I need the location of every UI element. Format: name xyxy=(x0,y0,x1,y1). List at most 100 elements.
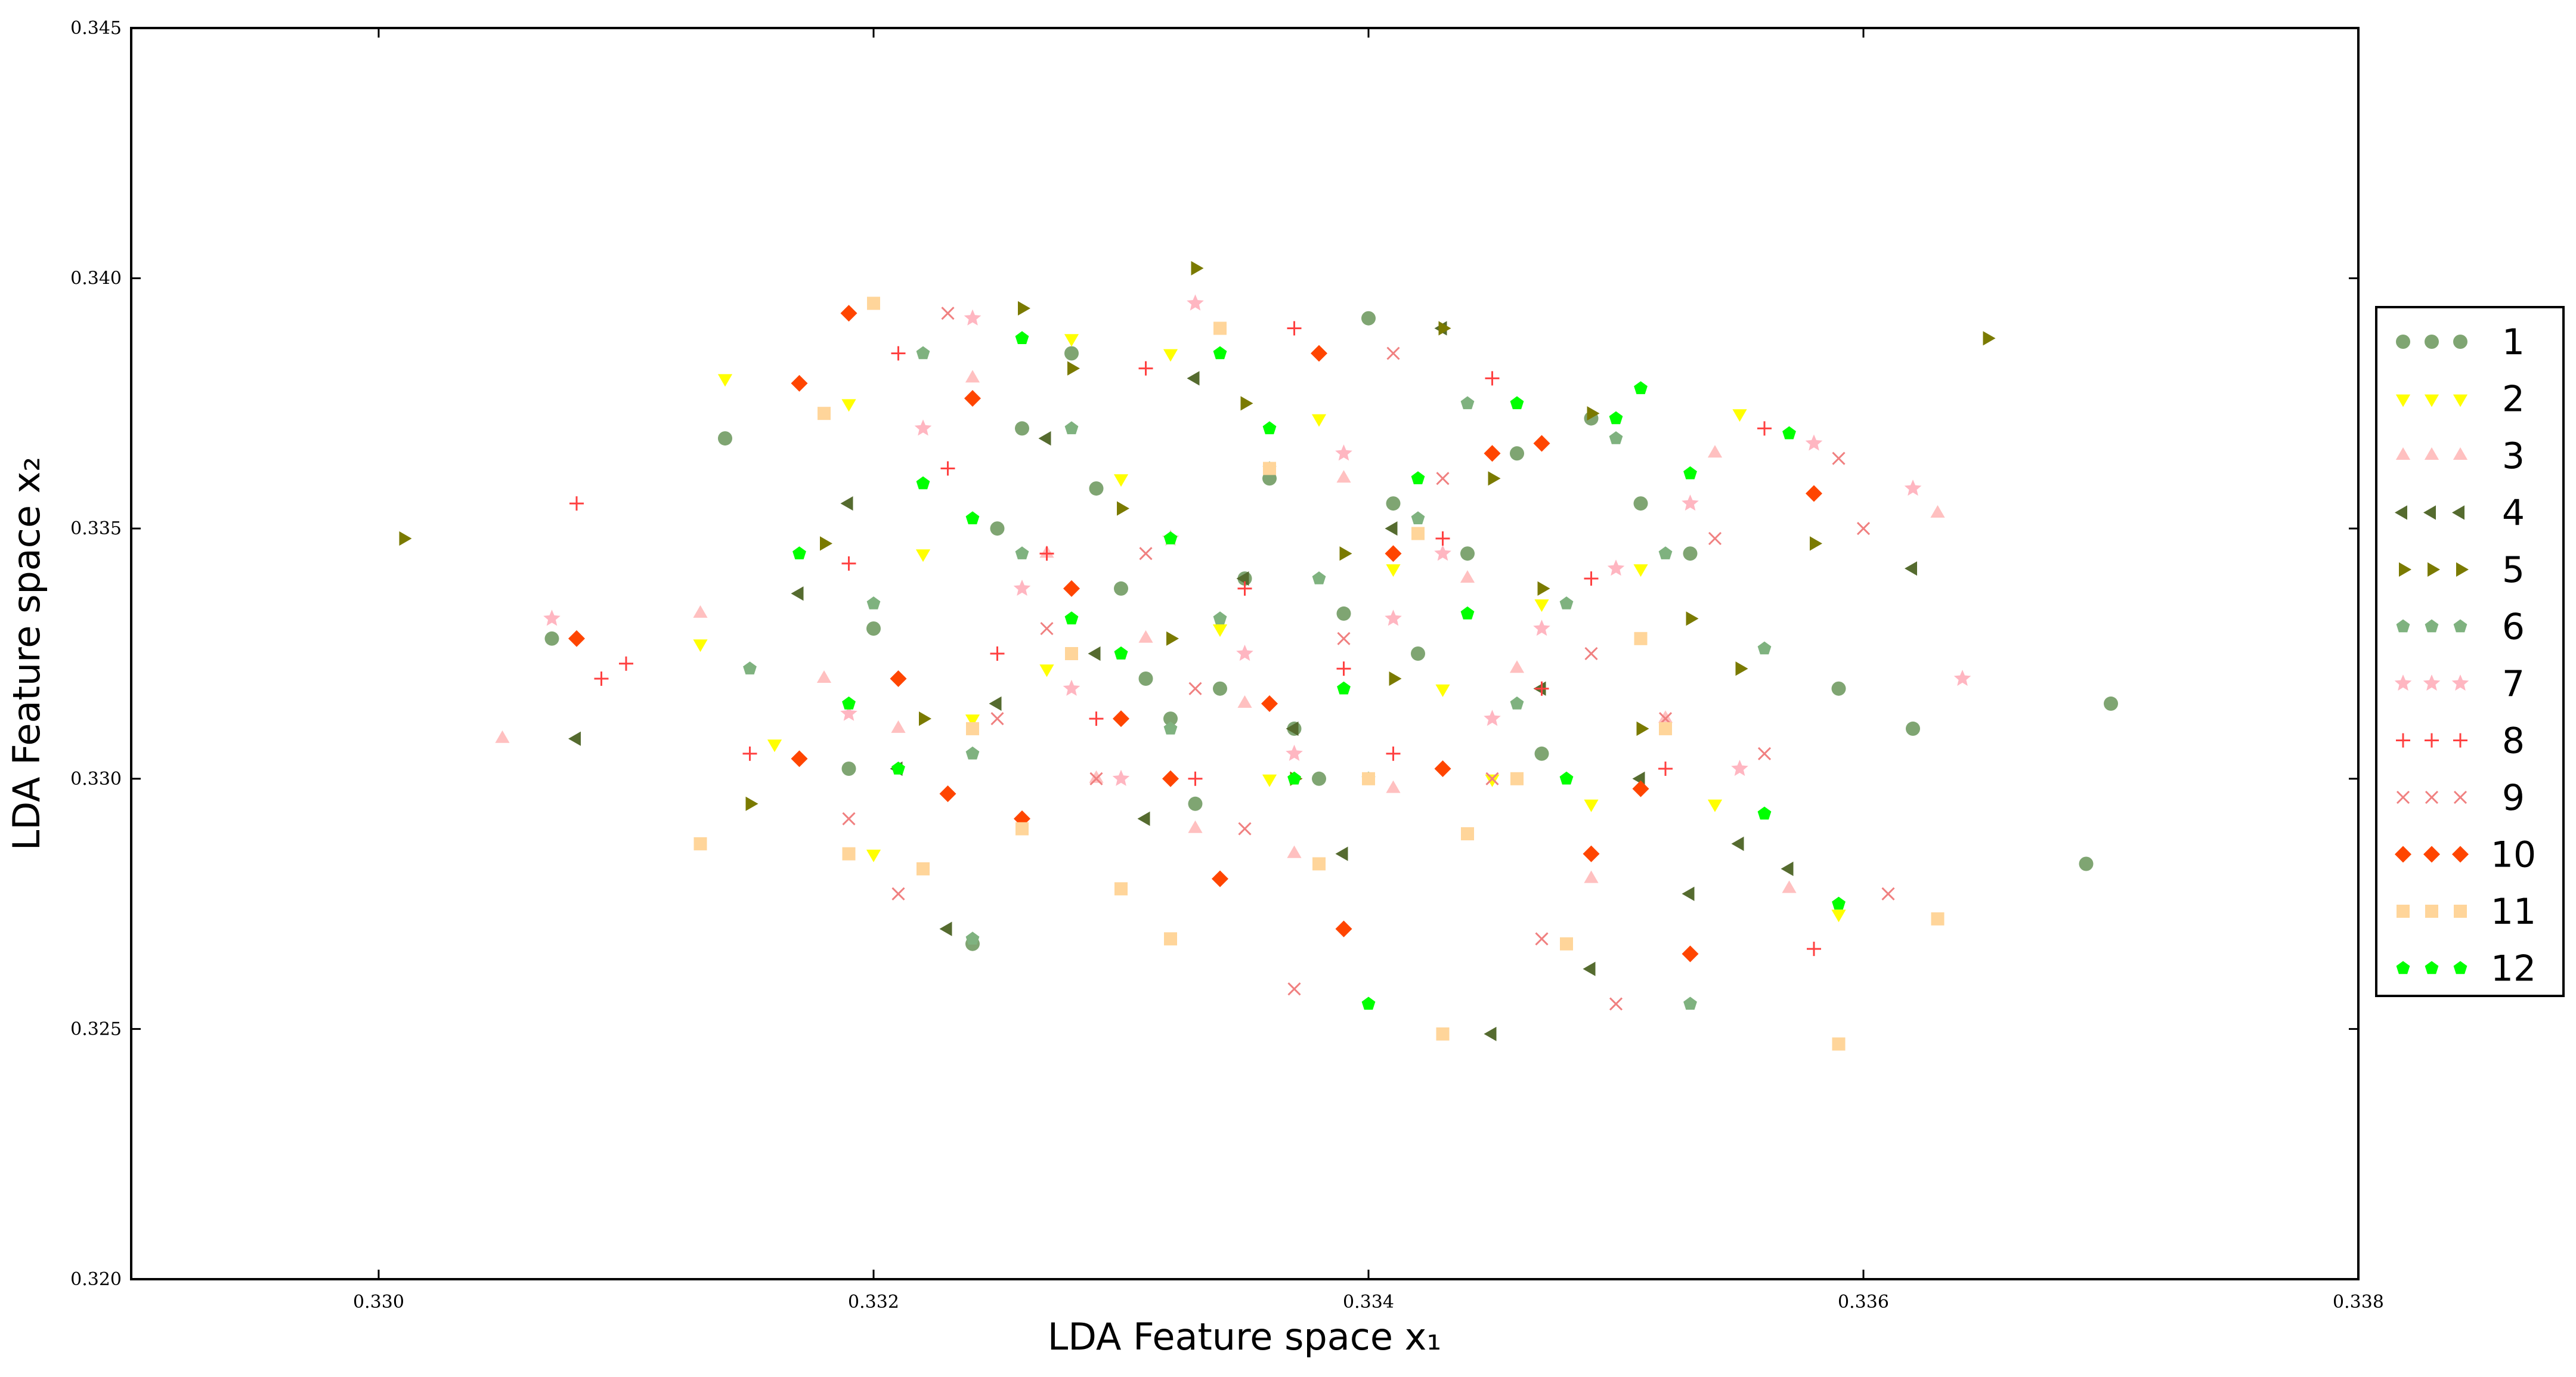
legend-marker-5 xyxy=(2456,562,2469,577)
point-series-10 xyxy=(1806,485,1822,502)
point-series-6 xyxy=(1559,596,1574,609)
point-series-8 xyxy=(1287,321,1302,336)
point-series-6 xyxy=(1510,696,1524,710)
series-11 xyxy=(693,296,1945,1051)
point-series-7 xyxy=(1533,620,1550,636)
point-series-7 xyxy=(1236,645,1253,661)
point-series-12 xyxy=(1832,896,1846,910)
legend-label-4: 4 xyxy=(2502,493,2525,534)
point-series-12 xyxy=(1634,381,1648,394)
point-series-2 xyxy=(1707,799,1723,812)
point-series-7 xyxy=(1187,294,1204,311)
point-series-11 xyxy=(1015,822,1029,836)
point-series-8 xyxy=(619,656,633,671)
point-series-3 xyxy=(1138,630,1153,643)
legend-box xyxy=(2375,306,2565,997)
legend-marker-9 xyxy=(2425,790,2439,804)
legend-marker-12 xyxy=(2425,961,2439,974)
point-series-12 xyxy=(1510,396,1524,410)
point-series-10 xyxy=(1484,445,1501,462)
y-tick-label: 0.330 xyxy=(70,769,122,790)
point-series-7 xyxy=(1286,744,1303,761)
point-series-3 xyxy=(495,730,510,743)
point-series-4 xyxy=(1335,846,1348,861)
point-series-5 xyxy=(1191,261,1204,276)
x-tick-label: 0.338 xyxy=(2333,1292,2384,1313)
point-series-4 xyxy=(939,921,952,936)
point-series-11 xyxy=(818,407,831,420)
point-series-2 xyxy=(965,714,980,728)
legend-marker-2 xyxy=(2395,394,2411,407)
legend-marker-3 xyxy=(2395,447,2411,460)
point-series-11 xyxy=(917,862,930,875)
legend-marker-7 xyxy=(2451,674,2469,691)
y-tick-label: 0.325 xyxy=(70,1019,122,1039)
point-series-4 xyxy=(1286,721,1299,736)
point-series-2 xyxy=(1386,564,1401,577)
point-series-1 xyxy=(1336,606,1351,621)
point-series-7 xyxy=(1112,769,1130,786)
point-series-6 xyxy=(1312,571,1326,584)
point-series-8 xyxy=(742,746,757,761)
point-series-12 xyxy=(916,476,930,490)
point-series-3 xyxy=(1509,660,1525,673)
point-series-7 xyxy=(1682,494,1699,511)
point-series-3 xyxy=(1089,770,1104,783)
point-series-12 xyxy=(891,762,905,775)
point-series-1 xyxy=(1411,646,1425,661)
point-series-10 xyxy=(1063,580,1080,597)
legend-label-6: 6 xyxy=(2502,607,2525,648)
point-series-4 xyxy=(840,496,853,511)
legend-marker-11 xyxy=(2397,905,2410,918)
point-series-3 xyxy=(1336,470,1351,483)
point-series-1 xyxy=(1831,681,1846,696)
legend-marker-10 xyxy=(2452,846,2469,863)
point-series-5 xyxy=(1018,301,1030,316)
point-series-8 xyxy=(1138,361,1153,376)
legend-marker-11 xyxy=(2425,905,2438,918)
legend-marker-1 xyxy=(2396,335,2410,349)
legend-marker-1 xyxy=(2425,335,2439,349)
point-series-3 xyxy=(1930,505,1945,518)
point-series-1 xyxy=(1906,721,1920,736)
point-series-7 xyxy=(1063,679,1080,696)
point-series-5 xyxy=(1240,396,1253,411)
point-series-10 xyxy=(1533,435,1550,452)
point-series-5 xyxy=(1488,471,1501,486)
point-series-9 xyxy=(1832,451,1846,465)
x-tick-label: 0.330 xyxy=(353,1292,404,1313)
series-12 xyxy=(792,331,1846,1010)
point-series-10 xyxy=(791,750,808,768)
legend-marker-5 xyxy=(2428,562,2440,577)
point-series-2 xyxy=(1435,684,1450,697)
point-series-10 xyxy=(964,390,981,407)
point-series-7 xyxy=(1607,559,1625,576)
point-series-8 xyxy=(1089,711,1104,726)
point-series-10 xyxy=(1261,695,1278,712)
point-series-7 xyxy=(840,704,857,721)
legend-marker-6 xyxy=(2396,619,2410,633)
point-series-4 xyxy=(1781,861,1794,876)
point-series-11 xyxy=(867,296,880,310)
point-series-12 xyxy=(792,546,806,559)
point-series-4 xyxy=(989,696,1002,711)
legend-label-10: 10 xyxy=(2491,834,2536,876)
point-series-9 xyxy=(891,887,905,901)
point-series-3 xyxy=(965,370,980,383)
point-series-2 xyxy=(1064,334,1079,347)
point-series-4 xyxy=(1731,836,1744,851)
point-series-12 xyxy=(1782,426,1796,440)
legend-entry-1: 1 xyxy=(2396,321,2525,363)
point-series-10 xyxy=(1311,345,1327,362)
point-series-9 xyxy=(1040,621,1054,636)
point-series-3 xyxy=(1386,780,1401,793)
point-series-11 xyxy=(1312,857,1326,871)
point-series-1 xyxy=(990,521,1005,536)
point-series-8 xyxy=(594,672,609,686)
point-series-7 xyxy=(543,609,561,626)
point-series-1 xyxy=(1138,672,1153,686)
point-series-9 xyxy=(1337,632,1351,645)
legend-marker-7 xyxy=(2423,674,2441,691)
point-series-9 xyxy=(1188,682,1202,695)
point-series-12 xyxy=(1163,531,1178,544)
